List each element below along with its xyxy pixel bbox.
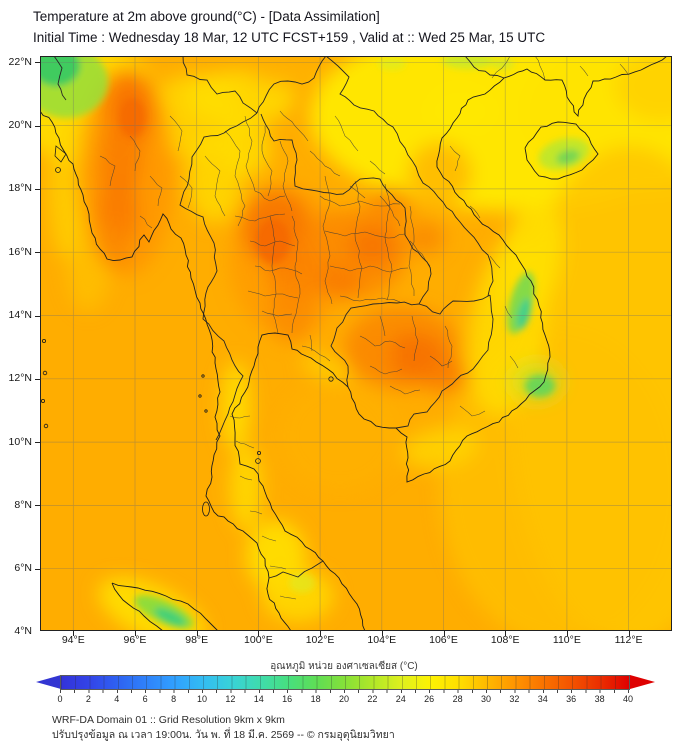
figure-header: Temperature at 2m above ground(°C) - [Da…	[33, 6, 545, 48]
lat-tick-label: 6°N	[14, 562, 32, 575]
colorbar-right-arrow	[630, 675, 655, 689]
figure-footer: WRF-DA Domain 01 :: Grid Resolution 9km …	[52, 713, 395, 743]
colorbar-tick-label: 18	[310, 694, 321, 704]
lon-tick-label: 108°E	[490, 634, 520, 646]
lon-tick-label: 102°E	[305, 634, 335, 646]
lon-tick-label: 110°E	[552, 634, 581, 646]
axis-tick	[320, 631, 322, 636]
colorbar-title: อุณหภูมิ หน่วย องศาเซลเซียส (°C)	[270, 661, 418, 672]
lon-tick-label: 98°E	[185, 634, 209, 646]
lat-tick-label: 8°N	[14, 498, 32, 511]
colorbar: อุณหภูมิ หน่วย องศาเซลเซียส (°C) 0 2 4 6 8 10…	[36, 659, 656, 709]
lat-tick-label: 18°N	[8, 182, 32, 195]
colorbar-tick-label: 24	[395, 694, 406, 704]
colorbar-minor-ticks	[60, 690, 629, 693]
page-subtitle: Initial Time : Wednesday 18 Mar, 12 UTC …	[33, 30, 546, 45]
colorbar-left-arrow	[36, 675, 61, 689]
heatmap-soft-blobs	[40, 56, 672, 631]
lat-tick-label: 12°N	[8, 372, 32, 385]
axis-tick	[628, 631, 630, 636]
axis-tick	[35, 568, 40, 570]
lat-tick-label: 22°N	[8, 55, 32, 68]
axis-tick	[505, 631, 507, 636]
colorbar-tick-label: 26	[424, 694, 435, 704]
axis-tick	[381, 631, 383, 636]
latitude-axis-labels: 22°N 20°N 18°N 16°N 14°N 12°N 10°N 8°N 6°N 4°N	[0, 55, 35, 638]
islands	[40, 145, 334, 517]
colorbar-tick-label: 38	[594, 694, 605, 704]
page-title: Temperature at 2m above ground(°C) - [Da…	[33, 9, 380, 24]
axis-tick	[196, 631, 198, 636]
lat-tick-label: 4°N	[14, 625, 32, 638]
axis-tick	[35, 188, 40, 190]
temperature-heatmap-svg	[40, 56, 672, 631]
colorbar-tick-label: 20	[338, 694, 349, 704]
colorbar-tick-label: 4	[114, 694, 120, 704]
graticule-gridlines	[40, 56, 672, 631]
lon-tick-label: 94°E	[61, 634, 85, 646]
axis-tick	[73, 631, 75, 636]
axis-tick	[35, 378, 40, 380]
colorbar-tick-label: 12	[225, 694, 236, 704]
lat-tick-label: 14°N	[8, 309, 32, 321]
colorbar-tick-label: 22	[367, 694, 378, 704]
axis-tick	[35, 62, 40, 64]
country-borders	[53, 56, 505, 579]
lat-tick-label: 20°N	[8, 119, 32, 132]
axis-tick	[35, 315, 40, 317]
coastlines	[40, 56, 668, 631]
longitude-axis-labels: 94°E 96°E 98°E 100°E 102°E 104°E 106°E 108°E 110…	[40, 634, 672, 648]
colorbar-tick-label: 34	[537, 694, 548, 704]
colorbar-tick-label: 10	[196, 694, 207, 704]
lon-tick-label: 112°E	[614, 634, 643, 646]
temperature-map	[35, 56, 672, 636]
province-borders	[99, 56, 629, 600]
colorbar-tick-label: 2	[85, 694, 91, 704]
colorbar-gradient	[60, 675, 630, 690]
axis-tick	[35, 505, 40, 507]
colorbar-tick-label: 30	[480, 694, 491, 704]
colorbar-tick-label: 40	[622, 694, 633, 704]
axis-tick	[35, 252, 40, 254]
axis-tick	[35, 125, 40, 127]
footer-update-info: ปรับปรุงข้อมูล ณ เวลา 19:00น. วัน พ. ที่…	[52, 729, 395, 741]
axis-tick	[258, 631, 260, 636]
colorbar-tick-label: 6	[142, 694, 148, 704]
lon-tick-label: 96°E	[123, 634, 147, 646]
axis-tick	[443, 631, 445, 636]
colorbar-tick-label: 8	[171, 694, 177, 704]
lat-tick-label: 10°N	[8, 435, 32, 448]
axis-tick	[566, 631, 568, 636]
footer-model-info: WRF-DA Domain 01 :: Grid Resolution 9km …	[52, 714, 285, 726]
axis-tick	[135, 631, 136, 636]
colorbar-tick-label: 16	[282, 694, 293, 704]
heatmap-cool-spots	[40, 56, 590, 629]
colorbar-tick-label: 28	[452, 694, 463, 704]
lon-tick-label: 106°E	[429, 634, 458, 646]
colorbar-tick-label: 32	[509, 694, 520, 704]
map-frame	[40, 56, 672, 631]
colorbar-tick-label: 0	[57, 694, 63, 704]
axis-tick	[35, 442, 40, 444]
lat-tick-label: 16°N	[8, 245, 32, 258]
colorbar-tick-label: 14	[253, 694, 264, 704]
lon-tick-label: 100°E	[244, 634, 273, 646]
lon-tick-label: 104°E	[367, 634, 397, 646]
colorbar-tick-label: 36	[566, 694, 577, 704]
